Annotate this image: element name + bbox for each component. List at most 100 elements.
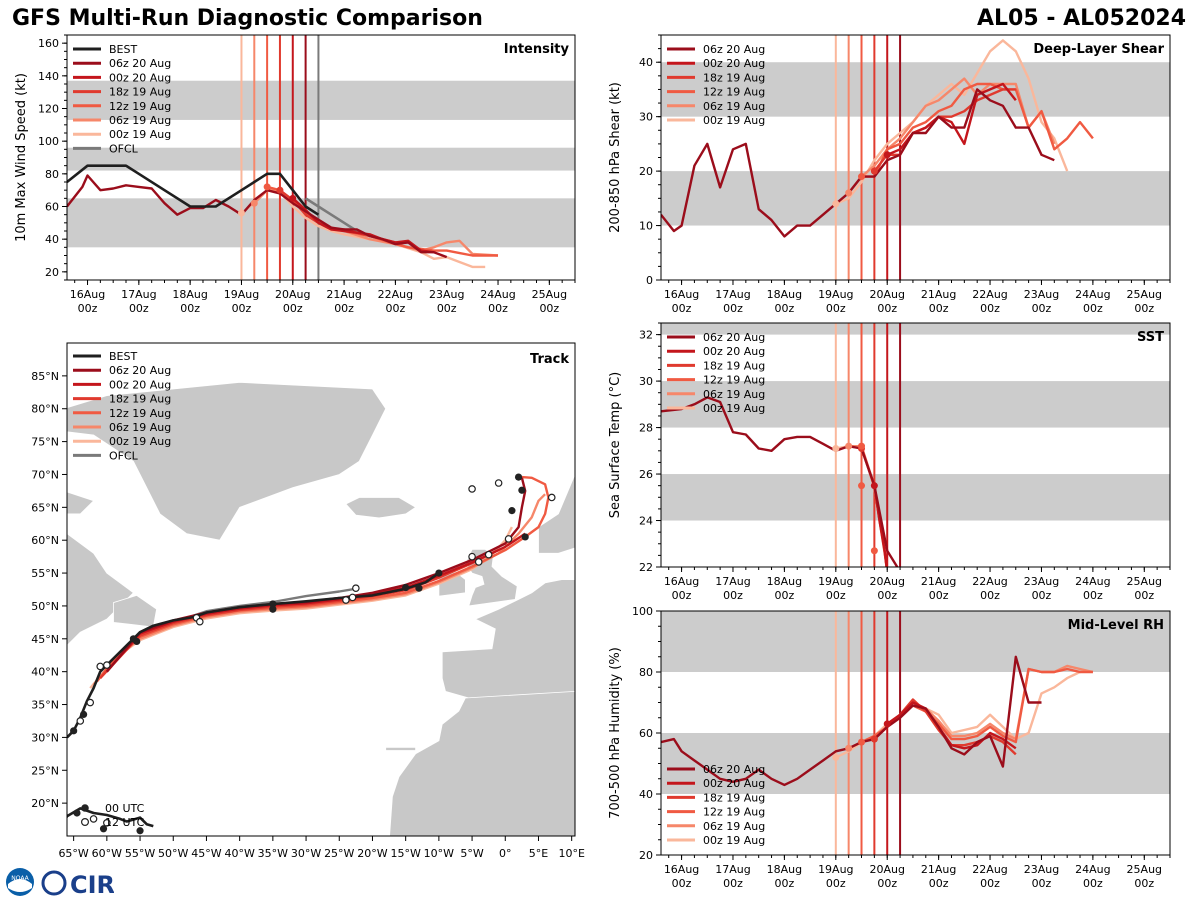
run-start-dot	[832, 200, 840, 208]
run-start-dot	[858, 173, 866, 181]
y-tick-label: 30	[639, 111, 653, 124]
y-tick-label: 70°N	[31, 468, 59, 481]
x-tick-label: 30°W	[291, 847, 321, 860]
run-start-dot	[289, 194, 297, 202]
track-marker-00utc	[269, 605, 277, 613]
x-tick-label: 00z	[180, 302, 200, 315]
x-tick-label: 24Aug	[1075, 863, 1110, 876]
x-tick-label: 16Aug	[70, 288, 105, 301]
x-tick-label: 55°W	[125, 847, 155, 860]
y-tick-label: 24	[639, 515, 653, 528]
x-tick-label: 22Aug	[972, 575, 1007, 588]
track-marker-00utc	[415, 584, 423, 592]
x-tick-label: 10°E	[558, 847, 584, 860]
x-tick-label: 00z	[775, 877, 795, 890]
x-tick-label: 00z	[877, 302, 897, 315]
y-tick-label: 40°N	[31, 666, 59, 679]
series-line	[835, 39, 1069, 205]
y-tick-label: 140	[38, 70, 59, 83]
legend-label: 00z 19 Aug	[109, 435, 171, 448]
track-marker-12utc	[468, 552, 476, 561]
shaded-band	[661, 62, 1170, 117]
x-tick-label: 00z	[488, 302, 508, 315]
y-axis-label: 700-500 hPa Humidity (%)	[608, 647, 623, 819]
x-tick-label: 60°W	[92, 847, 122, 860]
x-tick-label: 17Aug	[715, 288, 750, 301]
y-tick-label: 100	[632, 605, 653, 618]
x-tick-label: 21Aug	[921, 863, 956, 876]
run-start-dot	[870, 167, 878, 175]
run-start-dot	[858, 442, 866, 450]
panel-title: SST	[1137, 330, 1164, 345]
x-tick-label: 00z	[826, 589, 846, 602]
x-tick-label: 24Aug	[480, 288, 515, 301]
y-tick-label: 75°N	[31, 436, 59, 449]
x-tick-label: 18Aug	[172, 288, 207, 301]
axes-frame	[660, 322, 1171, 568]
panel-title: Deep-Layer Shear	[1033, 42, 1164, 57]
x-tick-label: 20°W	[357, 847, 387, 860]
run-start-dot	[883, 151, 891, 159]
panel-track: 65°W 60°W 55°W 50°W 45°W 40°W 35°W 30°W 25°W 20°W…	[31, 342, 585, 860]
run-start-dot	[832, 444, 840, 452]
track-marker-00utc	[133, 637, 141, 646]
x-tick-label: 00z	[929, 877, 949, 890]
y-tick-label: 28	[639, 422, 653, 435]
shaded-band	[661, 733, 1170, 794]
legend-label: 00z 19 Aug	[703, 402, 765, 415]
x-tick-label: 00z	[775, 589, 795, 602]
x-tick-label: 00z	[283, 302, 303, 315]
shaded-band	[661, 611, 1170, 672]
marker-legend-12utc	[80, 817, 89, 826]
y-tick-label: 45°N	[31, 633, 59, 646]
track-marker-12utc	[89, 815, 98, 823]
legend-label: 18z 19 Aug	[703, 359, 765, 372]
x-tick-label: 18Aug	[767, 863, 802, 876]
x-tick-label: 00z	[1134, 302, 1154, 315]
run-start-dot	[845, 442, 853, 450]
x-tick-label: 00z	[980, 877, 1000, 890]
legend-label: 06z 19 Aug	[109, 421, 171, 434]
legend-label: 00z 20 Aug	[703, 777, 765, 790]
x-tick-label: 00z	[1134, 589, 1154, 602]
x-tick-label: 17Aug	[121, 288, 156, 301]
y-tick-label: 120	[38, 103, 59, 116]
x-tick-label: 35°W	[258, 847, 288, 860]
y-tick-label: 60	[45, 201, 59, 214]
x-tick-label: 65°W	[58, 847, 88, 860]
track-marker-00utc	[99, 825, 108, 833]
x-tick-label: 21Aug	[921, 575, 956, 588]
track-marker-00utc	[518, 486, 526, 494]
y-tick-label: 160	[38, 37, 59, 50]
y-tick-label: 20	[639, 165, 653, 178]
series-line	[860, 667, 1093, 744]
track-line	[92, 493, 546, 686]
y-tick-label: 85°N	[31, 370, 59, 383]
run-start-dot	[276, 186, 284, 194]
x-tick-label: 00z	[1083, 877, 1103, 890]
y-tick-label: 80	[45, 168, 59, 181]
x-tick-label: 00z	[334, 302, 354, 315]
shaded-band	[67, 147, 575, 171]
y-tick-label: 20	[639, 849, 653, 862]
run-start-dot	[870, 482, 878, 490]
legend-label: 18z 19 Aug	[109, 86, 171, 99]
y-tick-label: 65°N	[31, 501, 59, 514]
canary-landmass	[385, 746, 416, 751]
track-marker-00utc	[136, 827, 144, 835]
x-tick-label: 23Aug	[1024, 288, 1059, 301]
series-line	[661, 88, 1055, 238]
x-tick-label: 23Aug	[1024, 575, 1059, 588]
shaded-band	[661, 381, 1170, 428]
track-marker-00utc	[521, 533, 529, 541]
track-marker-12utc	[494, 479, 503, 487]
x-tick-label: 5°E	[529, 847, 548, 860]
legend-label: BEST	[109, 350, 137, 363]
shaded-band	[661, 323, 1170, 335]
x-tick-label: 50°W	[158, 847, 188, 860]
noaa-logo-text: NOAA	[11, 875, 29, 882]
x-tick-label: 00z	[78, 302, 98, 315]
y-axis-label: 10m Max Wind Speed (kt)	[14, 73, 29, 242]
track-marker-00utc	[73, 809, 81, 817]
noaa-logo-icon: NOAA	[6, 868, 34, 896]
